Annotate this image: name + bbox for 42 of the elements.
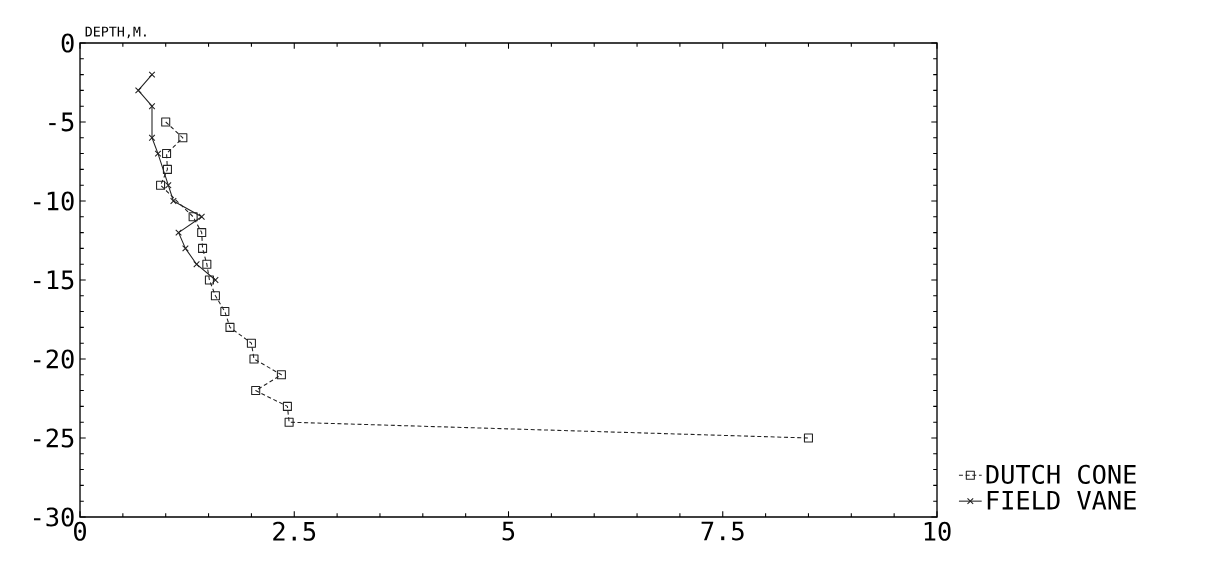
point [156,180,166,190]
x-tick-label: 5 [502,521,515,541]
point [178,133,188,143]
legend-label: FIELD VANE [987,490,1136,510]
point [161,117,171,127]
point [276,370,286,380]
point [193,260,200,268]
point [212,276,219,284]
point [225,322,235,332]
point [198,243,208,253]
y-tick-label: -15 [33,270,74,290]
point [148,134,156,142]
point [164,181,172,189]
point [246,338,256,348]
point [134,87,142,94]
y-tick-label: -20 [33,349,74,369]
y-tick-label: 0 [61,33,74,53]
point [803,433,813,443]
point [204,275,214,285]
point [284,417,294,427]
y-axis-title: DEPTH,M. [85,26,146,39]
legend-label: DUTCH CONE [986,464,1136,484]
point [202,259,212,269]
x-tick-label: 10 [924,521,951,541]
point [198,213,206,221]
point [148,102,156,110]
x-tick-label: 2.5 [273,521,316,541]
point [251,386,261,396]
y-tick-label: -30 [33,507,74,527]
point [170,197,177,205]
point [197,228,207,238]
point [282,401,292,411]
y-tick-label: -10 [33,191,74,211]
point [220,307,230,317]
point [188,212,198,222]
point [249,354,259,364]
point [210,291,220,301]
point [148,71,156,78]
y-tick-label: -25 [33,428,74,448]
y-tick-label: -5 [49,112,74,132]
point [162,164,172,174]
x-tick-label: 7.5 [701,521,744,541]
